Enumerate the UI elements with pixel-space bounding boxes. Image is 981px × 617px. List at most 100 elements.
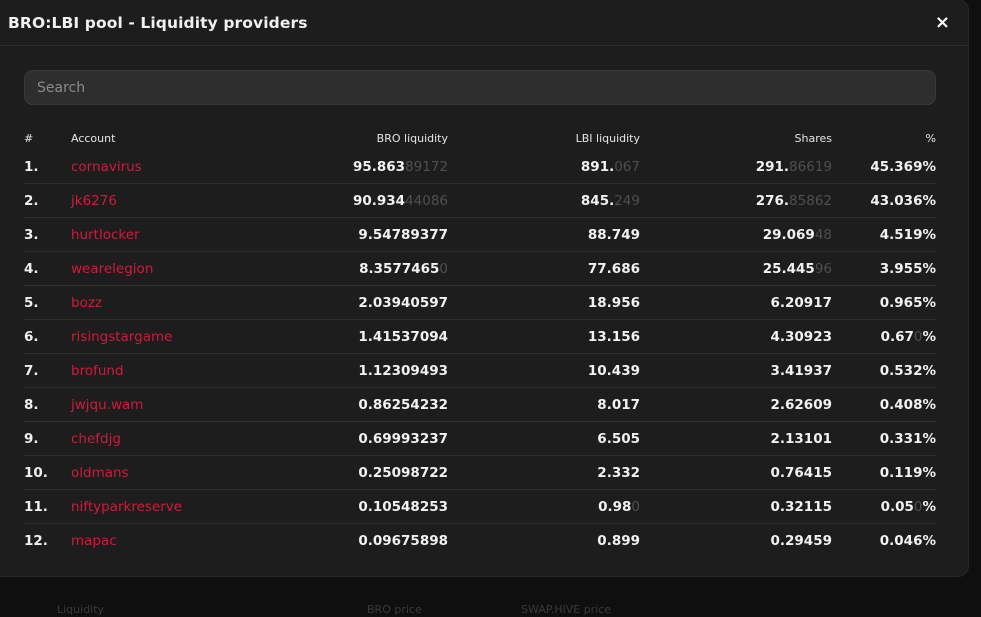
table-row[interactable]: 9. chefdjg 0.69993237 6.505 2.13101 0.331% xyxy=(24,421,936,456)
lbi-liquidity-cell-part: 067 xyxy=(614,158,640,175)
shares-cell: 0.29459 xyxy=(640,524,833,558)
bro-liquidity-cell: 0.69993237 xyxy=(221,421,448,456)
row-index: 6. xyxy=(24,319,71,354)
shares-cell: 4.30923 xyxy=(640,319,833,354)
account-link[interactable]: niftyparkreserve xyxy=(71,489,221,524)
row-index: 3. xyxy=(24,217,71,252)
bro-liquidity-cell-part: 0.09675898 xyxy=(358,532,448,549)
table-row[interactable]: 4. wearelegion 8.35774650 77.686 25.44596 3.9… xyxy=(24,251,936,286)
account-link[interactable]: mapac xyxy=(71,532,117,549)
shares-cell-part: 0.29459 xyxy=(770,532,833,549)
bro-liquidity-cell-part: 2.03940597 xyxy=(358,294,448,311)
shares-cell-part: 0.32115 xyxy=(770,498,833,515)
table-row[interactable]: 3. hurtlocker 9.54789377 88.749 29.06948 4.51… xyxy=(24,217,936,252)
shares-cell: 29.06948 xyxy=(640,217,832,252)
lbi-liquidity-cell: 0.899 xyxy=(448,524,640,558)
account-link[interactable]: risingstargame xyxy=(71,319,221,354)
account-link[interactable]: wearelegion xyxy=(71,251,221,286)
account-link[interactable]: bozz xyxy=(71,285,221,320)
search-container xyxy=(0,46,968,105)
header-lbi-liquidity: LBI liquidity xyxy=(575,131,640,145)
table-row[interactable]: 5. bozz 2.03940597 18.956 6.20917 0.965% xyxy=(24,285,936,320)
shares-cell-part: 2.62609 xyxy=(770,396,833,413)
bro-liquidity-cell-part: 8.3577465 xyxy=(359,260,440,277)
search-input[interactable] xyxy=(24,70,936,105)
percent-cell: 43.036% xyxy=(832,183,936,218)
account-link[interactable]: jwjqu.wam xyxy=(71,387,221,422)
row-index: 2. xyxy=(24,183,71,218)
percent-cell: 0.670% xyxy=(832,319,936,354)
shares-cell: 0.32115 xyxy=(640,489,833,524)
lbi-liquidity-cell-part: 88.749 xyxy=(587,226,640,243)
lbi-liquidity-cell-part: 77.686 xyxy=(587,260,640,277)
percent-cell-part: 0.046% xyxy=(879,532,936,549)
lbi-liquidity-cell: 0.980 xyxy=(448,489,640,524)
account-link[interactable]: oldmans xyxy=(71,455,221,490)
row-index: 12. xyxy=(24,532,48,549)
table-row[interactable]: 7. brofund 1.12309493 10.439 3.41937 0.532% xyxy=(24,353,936,388)
shares-cell-part: 29.069 xyxy=(762,226,815,243)
shares-cell-part: 3.41937 xyxy=(770,362,833,379)
account-link[interactable]: jk6276 xyxy=(71,183,221,218)
row-index: 9. xyxy=(24,421,71,456)
account-link[interactable]: cornavirus xyxy=(71,150,221,184)
lbi-liquidity-cell: 6.505 xyxy=(448,421,640,456)
bro-liquidity-cell: 90.93444086 xyxy=(221,183,448,218)
table-row[interactable]: 11. niftyparkreserve 0.10548253 0.980 0.3211… xyxy=(24,489,936,524)
account-link[interactable]: hurtlocker xyxy=(71,217,221,252)
percent-cell-part: 0.119% xyxy=(879,464,936,481)
bro-liquidity-cell-part: 90.934 xyxy=(352,192,406,209)
bro-liquidity-cell-part: 0.86254232 xyxy=(358,396,448,413)
table-row[interactable]: 10. oldmans 0.25098722 2.332 0.76415 0.119% xyxy=(24,455,936,490)
table-row[interactable]: 12. mapac 0.09675898 0.899 0.29459 0.046% xyxy=(24,524,936,558)
shares-cell-part: 85862 xyxy=(789,192,832,209)
bro-liquidity-cell-part: 1.12309493 xyxy=(358,362,448,379)
lbi-liquidity-cell-part: 0.98 xyxy=(598,498,632,515)
percent-cell-part: 4.519% xyxy=(879,226,936,243)
table-row[interactable]: 1. cornavirus 95.86389172 891.067 291.86619 4… xyxy=(24,150,936,184)
lbi-liquidity-cell-part: 0 xyxy=(631,498,640,515)
header-bro-liquidity: BRO liquidity xyxy=(376,131,448,145)
percent-cell-part: 45.369% xyxy=(870,158,936,175)
bro-liquidity-cell-part: 0.69993237 xyxy=(358,430,448,447)
bro-liquidity-cell-part: 95.863 xyxy=(352,158,406,175)
close-icon[interactable]: × xyxy=(934,11,950,33)
bro-liquidity-cell: 0.86254232 xyxy=(221,387,448,422)
shares-cell-part: 291. xyxy=(755,158,790,175)
lbi-liquidity-cell: 77.686 xyxy=(448,251,640,286)
row-index: 1. xyxy=(24,150,71,184)
shares-cell: 0.76415 xyxy=(640,455,832,490)
shares-cell-part: 25.445 xyxy=(762,260,815,277)
percent-cell: 4.519% xyxy=(832,217,936,252)
row-index: 10. xyxy=(24,455,71,490)
lbi-liquidity-cell-part: 845. xyxy=(580,192,615,209)
lbi-liquidity-cell-part: 6.505 xyxy=(597,430,640,447)
shares-cell: 3.41937 xyxy=(640,353,833,388)
lbi-liquidity-cell: 13.156 xyxy=(448,319,640,354)
modal-header: BRO:LBI pool - Liquidity providers × xyxy=(0,0,968,46)
percent-cell-part: 0.67 xyxy=(880,328,914,345)
row-index: 4. xyxy=(24,251,71,286)
lbi-liquidity-cell: 891.067 xyxy=(448,150,640,184)
header-shares: Shares xyxy=(794,131,832,145)
bro-liquidity-cell: 0.25098722 xyxy=(221,455,448,490)
header-account: Account xyxy=(71,131,116,145)
account-link[interactable]: brofund xyxy=(71,353,221,388)
account-link[interactable]: chefdjg xyxy=(71,421,221,456)
percent-cell-part: 0.05 xyxy=(880,498,914,515)
bro-liquidity-cell: 1.12309493 xyxy=(221,353,448,388)
shares-cell: 2.13101 xyxy=(640,421,832,456)
shares-cell-part: 4.30923 xyxy=(770,328,833,345)
percent-cell: 0.532% xyxy=(832,353,936,388)
percent-cell: 3.955% xyxy=(832,251,936,286)
percent-cell-part: 0.532% xyxy=(879,362,936,379)
lbi-liquidity-cell: 88.749 xyxy=(448,217,640,252)
shares-cell: 291.86619 xyxy=(640,150,832,184)
bro-liquidity-cell-part: 9.54789377 xyxy=(358,226,448,243)
table-row[interactable]: 6. risingstargame 1.41537094 13.156 4.30923 0… xyxy=(24,319,936,354)
lbi-liquidity-cell-part: 0.899 xyxy=(597,532,640,549)
lbi-liquidity-cell: 18.956 xyxy=(448,285,640,320)
table-row[interactable]: 2. jk6276 90.93444086 845.249 276.85862 43.03… xyxy=(24,183,936,218)
bro-liquidity-cell: 1.41537094 xyxy=(221,319,448,354)
table-row[interactable]: 8. jwjqu.wam 0.86254232 8.017 2.62609 0.408% xyxy=(24,387,936,422)
